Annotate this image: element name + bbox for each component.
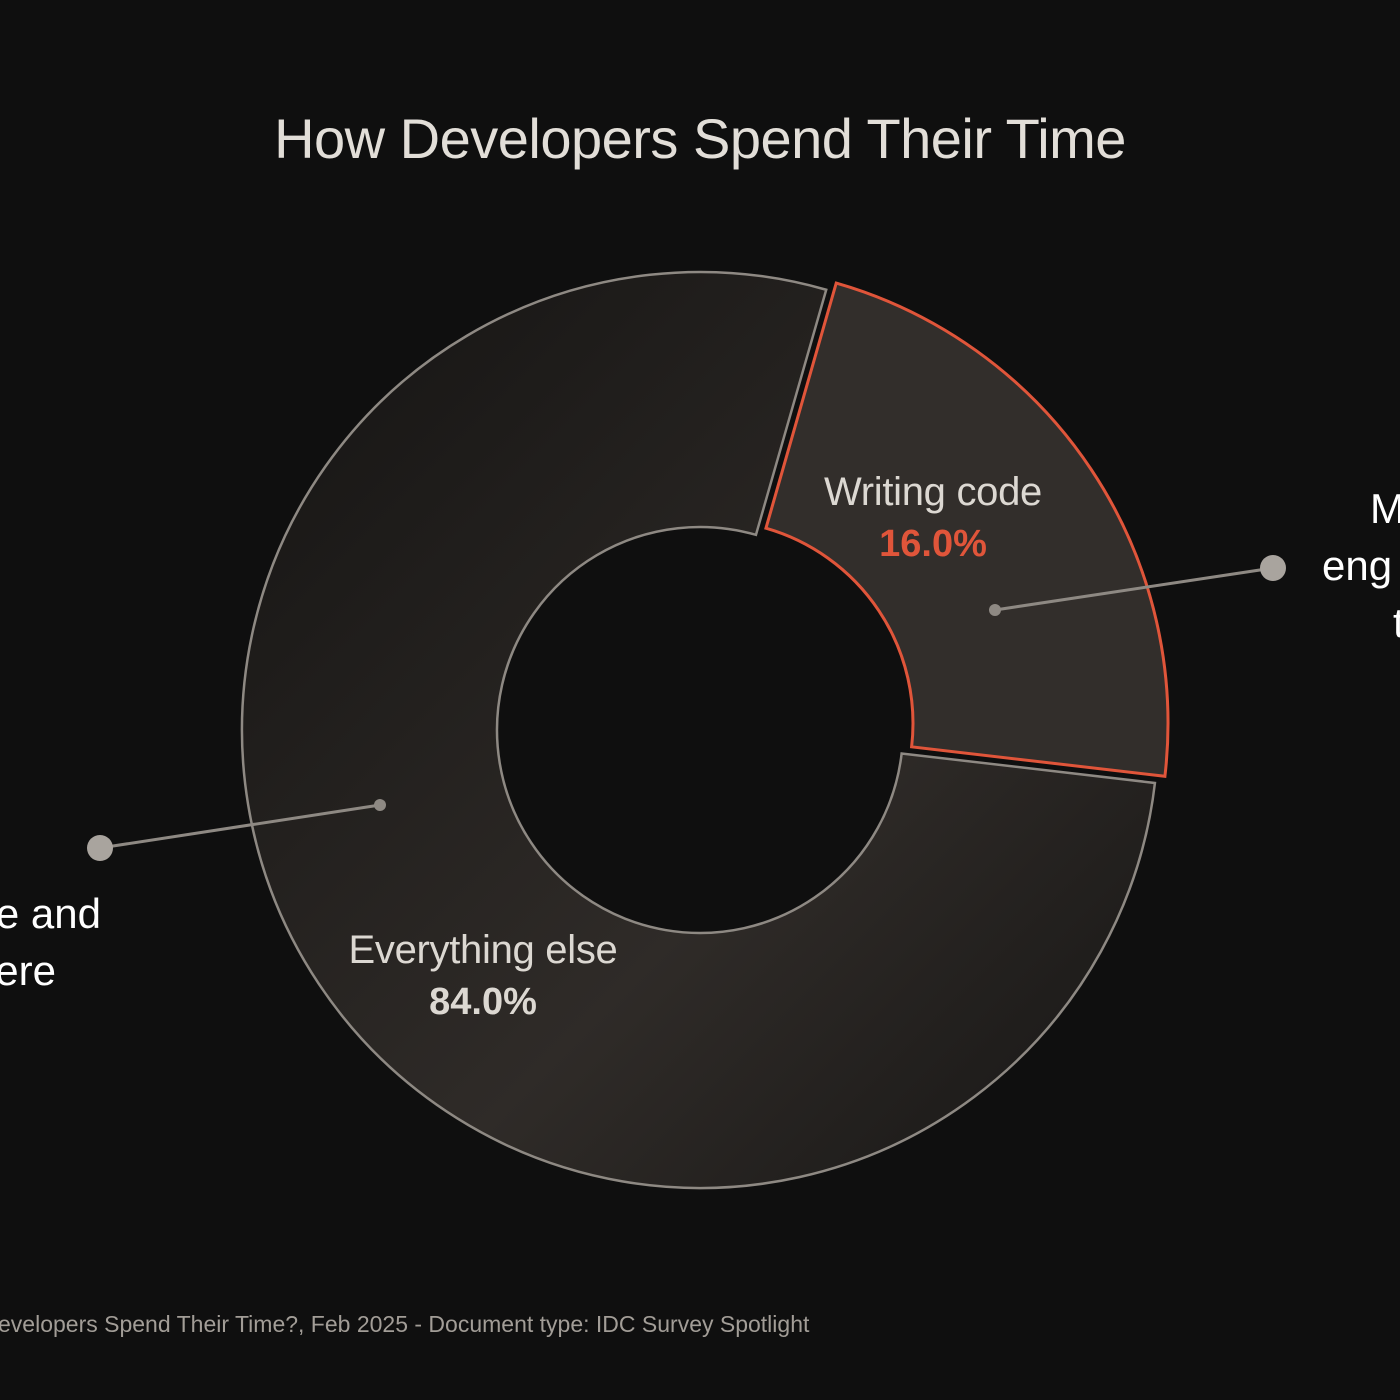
annotation-right-line-1: M — [1370, 485, 1400, 532]
annotation-right-line-3: t — [1393, 599, 1400, 646]
source-footnote: evelopers Spend Their Time?, Feb 2025 - … — [0, 1311, 810, 1337]
connector-line-left — [99, 803, 381, 850]
connector-line-right — [994, 566, 1274, 612]
chart-title: How Developers Spend Their Time — [274, 107, 1126, 170]
connector-end-dot-left — [87, 835, 113, 861]
connector-end-dot-right — [1260, 555, 1286, 581]
slice-writing-code — [764, 281, 1170, 778]
connector-start-dot-right — [989, 604, 1001, 616]
slice-label-writing-code: Writing code — [824, 470, 1042, 514]
slice-label-everything-else: Everything else — [349, 928, 618, 972]
annotation-right-line-2: eng — [1322, 542, 1392, 589]
connector-start-dot-left — [374, 799, 386, 811]
slice-value-everything-else: 84.0% — [429, 981, 537, 1023]
annotation-left-line-2: ere — [0, 947, 56, 994]
slice-value-writing-code: 16.0% — [879, 523, 987, 565]
slice-everything-else — [240, 270, 1157, 1190]
annotation-left-line-1: e and — [0, 890, 101, 937]
